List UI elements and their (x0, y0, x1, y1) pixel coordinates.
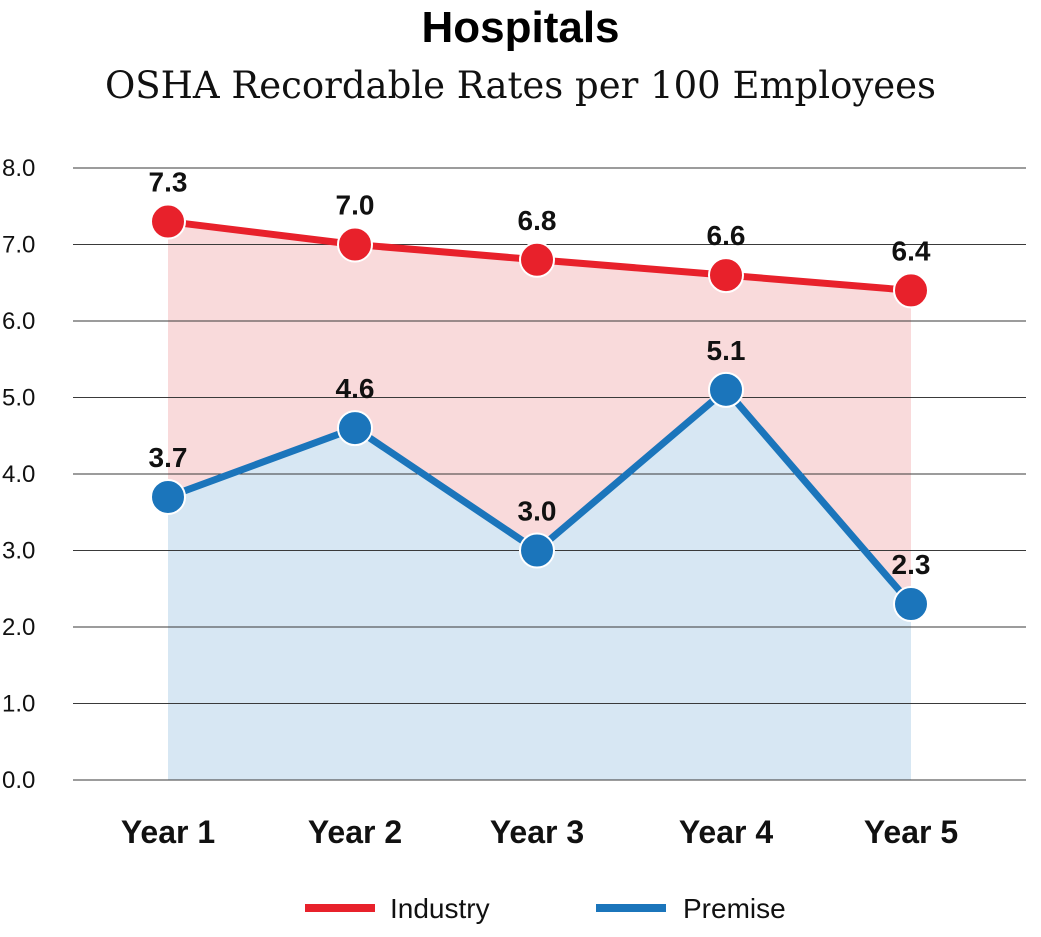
data-label-premise: 5.1 (707, 335, 746, 366)
x-axis-categories: Year 1 Year 2 Year 3 Year 4 Year 5 (121, 814, 958, 850)
data-labels: 7.3 7.0 6.8 6.6 6.4 3.7 4.6 3.0 5.1 2.3 (149, 167, 931, 580)
data-label-premise: 3.7 (149, 442, 188, 473)
data-label-premise: 2.3 (892, 549, 931, 580)
y-tick-label: 0.0 (2, 767, 35, 794)
legend: Industry Premise (305, 893, 786, 924)
x-category-label: Year 4 (679, 814, 774, 850)
data-label-industry: 6.6 (707, 220, 746, 251)
chart-subtitle: OSHA Recordable Rates per 100 Employees (104, 64, 937, 107)
data-label-industry: 6.4 (892, 235, 931, 266)
x-category-label: Year 3 (490, 814, 584, 850)
data-point-premise (893, 586, 929, 623)
y-tick-label: 2.0 (2, 614, 35, 641)
y-tick-label: 4.0 (2, 461, 35, 488)
data-point-industry (337, 226, 373, 263)
x-category-label: Year 2 (308, 814, 402, 850)
data-label-industry: 6.8 (518, 205, 557, 236)
data-label-premise: 3.0 (518, 496, 557, 527)
data-point-industry (893, 272, 929, 309)
data-point-industry (150, 203, 186, 240)
y-tick-label: 6.0 (2, 308, 35, 335)
y-tick-label: 3.0 (2, 538, 35, 565)
data-point-premise (150, 478, 186, 515)
data-point-industry (708, 257, 744, 294)
y-tick-label: 7.0 (2, 232, 35, 259)
legend-label: Premise (683, 893, 786, 924)
legend-item-premise: Premise (596, 893, 786, 924)
data-label-industry: 7.3 (149, 167, 188, 198)
y-tick-label: 8.0 (2, 155, 35, 182)
data-point-premise (337, 410, 373, 447)
data-label-premise: 4.6 (336, 373, 375, 404)
y-tick-label: 1.0 (2, 691, 35, 718)
data-point-premise (708, 371, 744, 408)
area-fill-premise (168, 389, 911, 780)
legend-item-industry: Industry (305, 893, 490, 924)
data-label-industry: 7.0 (336, 190, 375, 221)
y-axis-ticks: 0.0 1.0 2.0 3.0 4.0 5.0 6.0 7.0 8.0 (2, 155, 35, 794)
x-category-label: Year 5 (864, 814, 958, 850)
x-category-label: Year 1 (121, 814, 215, 850)
area-fills (168, 221, 911, 781)
y-tick-label: 5.0 (2, 385, 35, 412)
legend-label: Industry (390, 893, 490, 924)
data-point-premise (519, 532, 555, 569)
data-points (150, 203, 929, 623)
chart-title: Hospitals (421, 3, 620, 52)
data-point-industry (519, 241, 555, 278)
